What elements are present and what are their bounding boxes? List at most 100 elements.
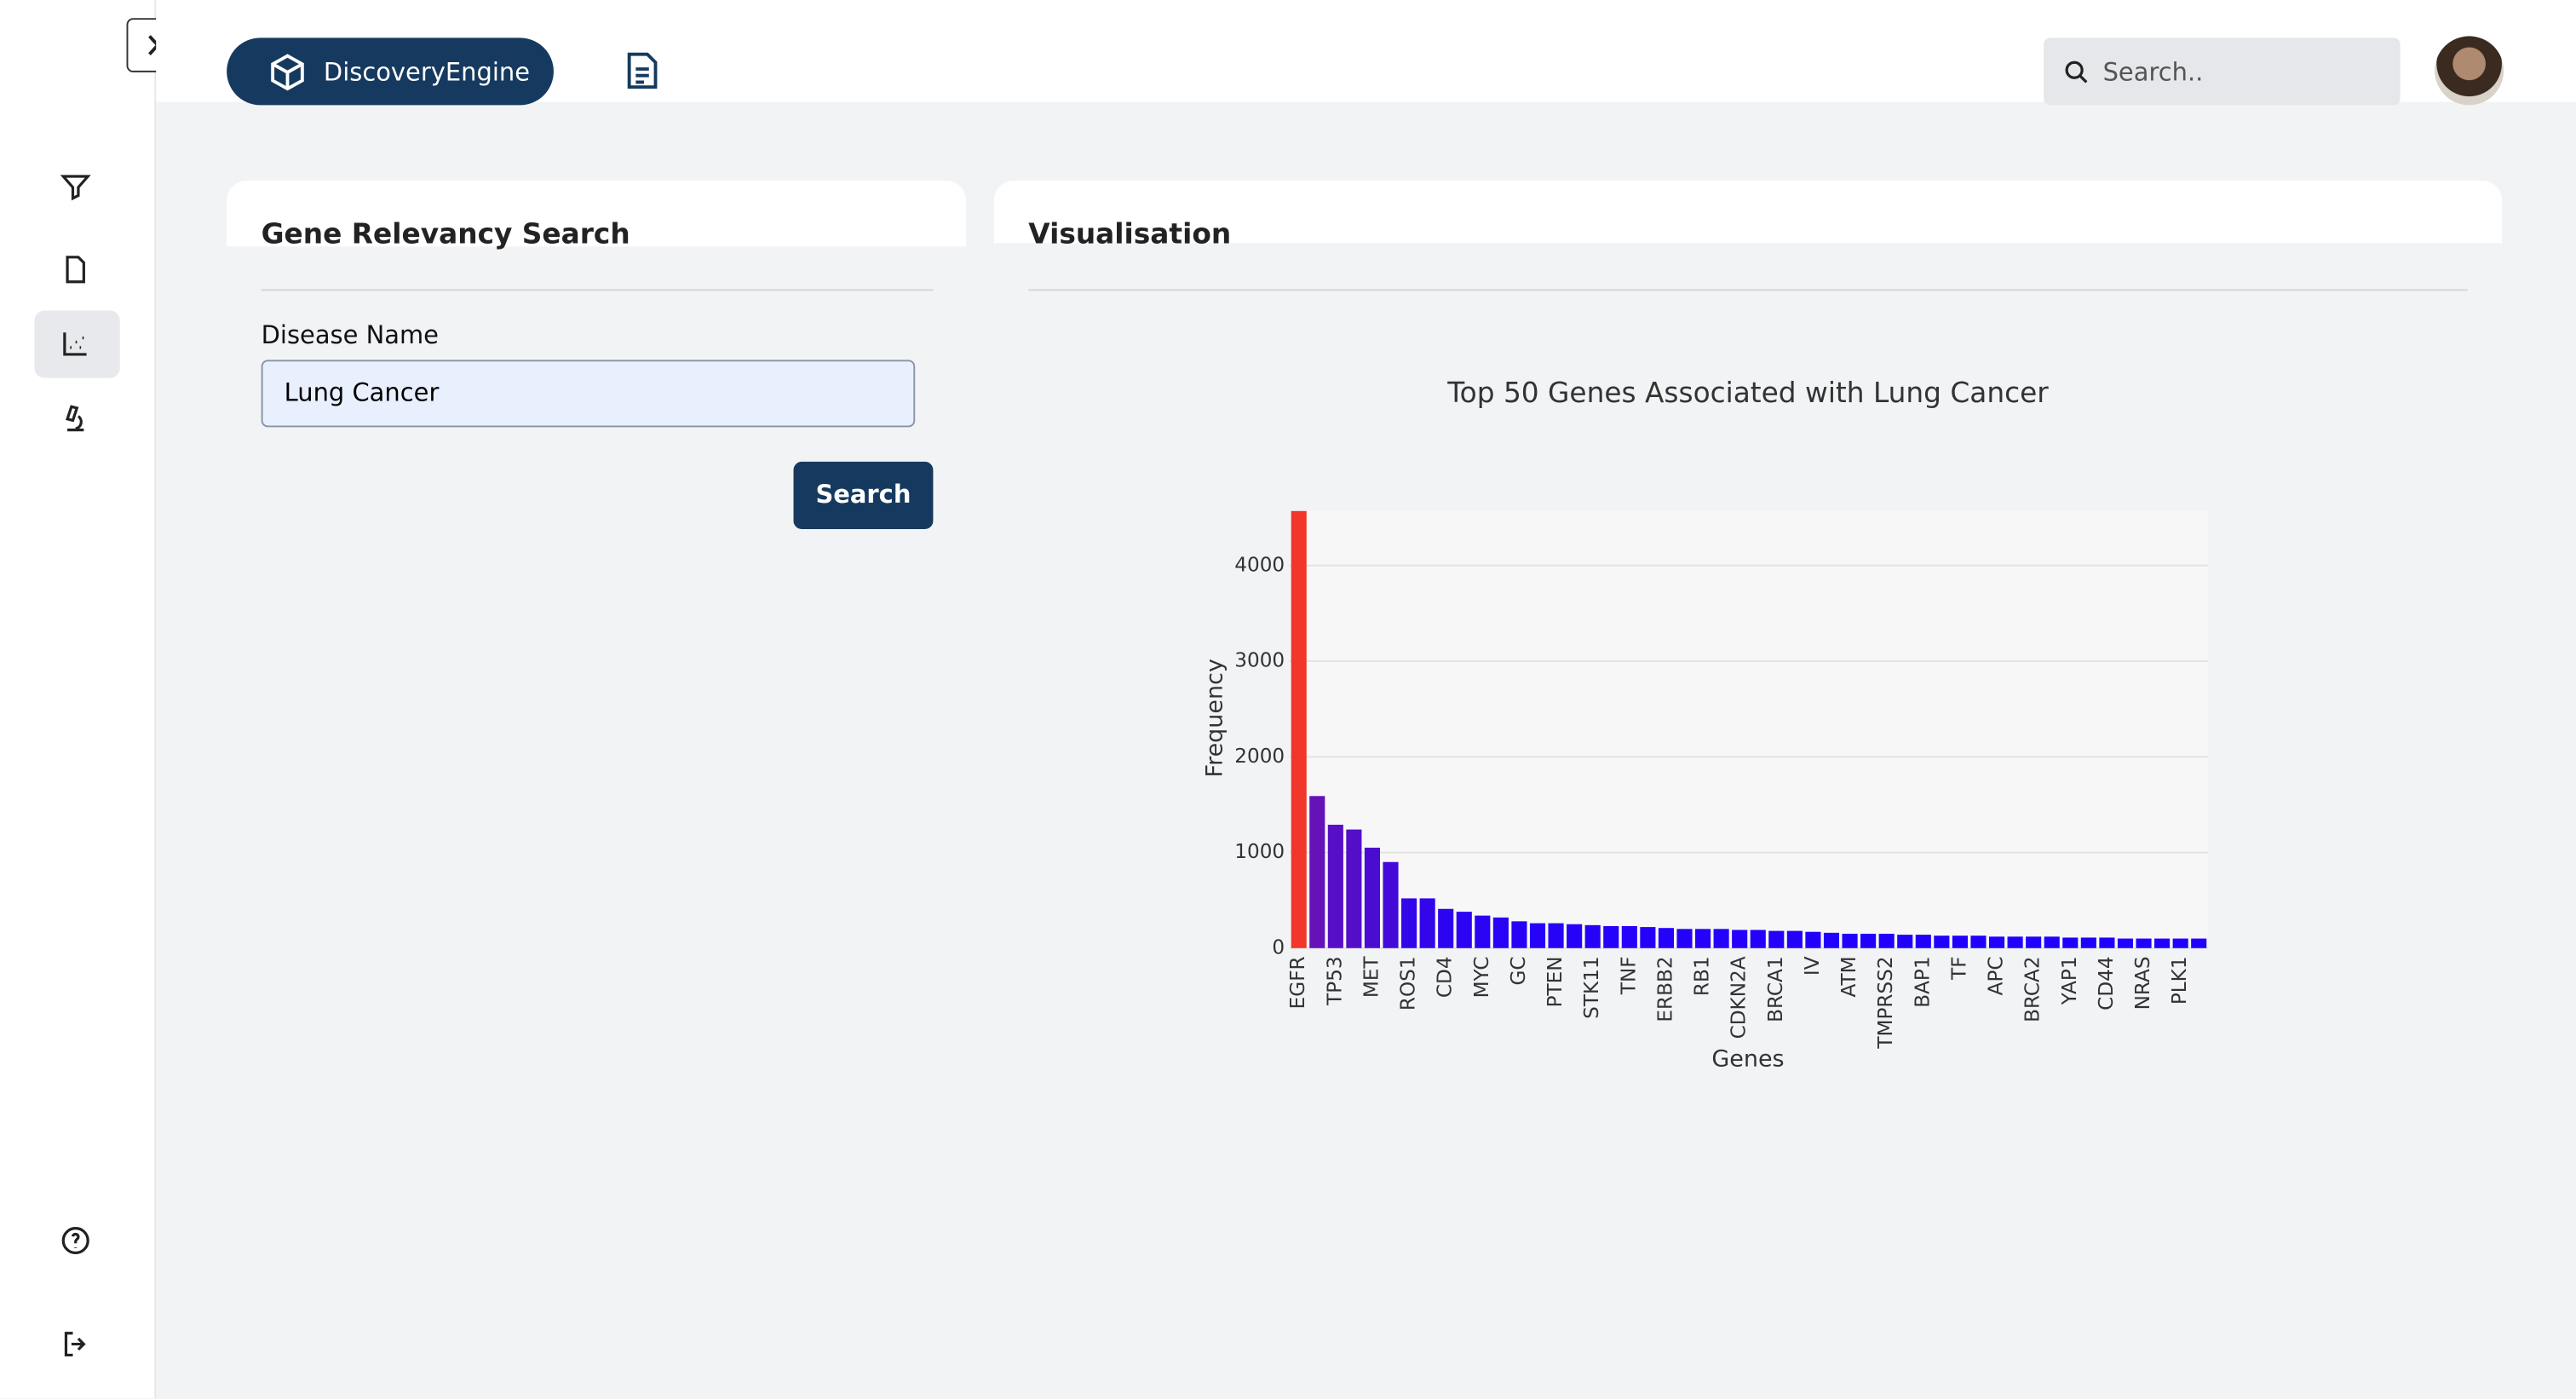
bar xyxy=(1456,912,1472,948)
x-tick-label: BRCA2 xyxy=(2022,956,2044,1022)
bar xyxy=(1584,924,1601,948)
search-button[interactable]: Search xyxy=(793,461,934,529)
bar xyxy=(1988,936,2005,948)
disease-input[interactable]: Lung Cancer xyxy=(261,360,916,428)
x-tick-label: PTEN xyxy=(1544,956,1567,1007)
bar xyxy=(1970,936,1987,948)
search-placeholder: Search.. xyxy=(2102,56,2204,87)
x-tick-label: EGFR xyxy=(1287,956,1309,1009)
bar xyxy=(1676,929,1693,948)
panel-title: Visualisation xyxy=(1028,218,1232,252)
bar xyxy=(2044,936,2060,948)
bar xyxy=(2007,936,2023,948)
bar xyxy=(1364,847,1381,948)
bar xyxy=(1732,930,1748,948)
bar xyxy=(1548,923,1564,948)
panel-header xyxy=(993,181,2503,244)
bar xyxy=(2154,938,2171,948)
bar xyxy=(1529,923,1546,948)
x-tick-label: TP53 xyxy=(1324,956,1346,1006)
x-tick-label: TF xyxy=(1948,956,1970,980)
filter-icon[interactable] xyxy=(59,171,92,204)
brand-name: DiscoveryEngine xyxy=(323,56,530,87)
bar xyxy=(1511,921,1527,948)
bar xyxy=(1346,829,1362,948)
bar xyxy=(1475,915,1491,948)
search-box[interactable]: Search.. xyxy=(2044,37,2401,106)
bar xyxy=(1805,931,1821,948)
bar xyxy=(1750,930,1766,948)
x-tick-label: CDKN2A xyxy=(1728,956,1751,1039)
search-panel: Gene Relevancy Search Disease Name Lung … xyxy=(227,181,966,1146)
bar xyxy=(1952,936,1968,948)
search-icon xyxy=(2065,60,2088,83)
bar xyxy=(1658,928,1674,948)
x-tick-label: APC xyxy=(1986,956,2008,995)
x-tick-label: MYC xyxy=(1471,956,1493,998)
y-axis-title: Frequency xyxy=(1202,659,1228,777)
bar xyxy=(1621,925,1637,948)
bar xyxy=(1897,935,1913,948)
divider xyxy=(1028,289,2468,291)
bar xyxy=(1291,510,1307,948)
brand-button[interactable]: DiscoveryEngine xyxy=(227,37,554,106)
bar xyxy=(1934,936,1950,948)
x-tick-label: NRAS xyxy=(2132,956,2154,1010)
bar xyxy=(1860,933,1877,948)
x-tick-label: RB1 xyxy=(1692,956,1714,996)
bar xyxy=(1438,908,1454,948)
x-tick-label: IV xyxy=(1802,956,1824,976)
bar xyxy=(1401,898,1417,948)
plot-area xyxy=(1289,510,2208,948)
x-tick-label: ERBB2 xyxy=(1654,956,1676,1022)
x-tick-label: CD4 xyxy=(1435,956,1457,998)
bar xyxy=(1823,932,1840,948)
bar xyxy=(2062,937,2079,948)
help-icon[interactable] xyxy=(59,1224,92,1258)
x-tick-label: ATM xyxy=(1838,956,1860,997)
input-value: Lung Cancer xyxy=(284,377,440,408)
bar xyxy=(1713,929,1729,948)
bar xyxy=(1309,796,1325,948)
bar xyxy=(1768,930,1785,948)
field-label: Disease Name xyxy=(261,320,439,350)
document-icon[interactable] xyxy=(59,253,92,286)
active-nav[interactable] xyxy=(34,310,120,378)
avatar[interactable] xyxy=(2435,36,2504,106)
bar xyxy=(1786,930,1803,948)
bar xyxy=(1567,924,1583,948)
microscope-icon[interactable] xyxy=(59,402,92,435)
y-tick-label: 2000 xyxy=(1234,746,1285,768)
logout-icon[interactable] xyxy=(59,1327,92,1361)
bar xyxy=(1878,933,1895,948)
bar xyxy=(1603,925,1619,948)
chart-title: Top 50 Genes Associated with Lung Cancer xyxy=(1446,377,2049,409)
bar xyxy=(2026,936,2042,948)
sidebar xyxy=(0,0,157,1399)
x-tick-label: GC xyxy=(1508,956,1530,985)
bar xyxy=(1383,861,1399,948)
chart-icon[interactable] xyxy=(59,327,92,360)
bar xyxy=(1695,929,1711,948)
bar xyxy=(2080,937,2096,948)
x-tick-label: YAP1 xyxy=(2059,956,2081,1005)
bar xyxy=(1915,935,1931,948)
x-tick-label: MET xyxy=(1360,956,1383,999)
report-icon[interactable] xyxy=(624,51,660,90)
bar xyxy=(1419,898,1435,948)
bar xyxy=(2191,938,2207,948)
y-tick-label: 0 xyxy=(1272,936,1285,959)
x-tick-label: STK11 xyxy=(1581,956,1603,1018)
y-tick-label: 4000 xyxy=(1234,554,1285,576)
bar xyxy=(1492,917,1509,948)
x-tick-label: ROS1 xyxy=(1398,956,1420,1010)
bar xyxy=(2117,938,2134,948)
x-axis-title: Genes xyxy=(1711,1045,1784,1072)
x-tick-label: CD44 xyxy=(2096,956,2118,1010)
x-tick-label: PLK1 xyxy=(2169,956,2191,1005)
x-tick-label: BRCA1 xyxy=(1765,956,1787,1022)
cube-icon xyxy=(271,53,304,90)
